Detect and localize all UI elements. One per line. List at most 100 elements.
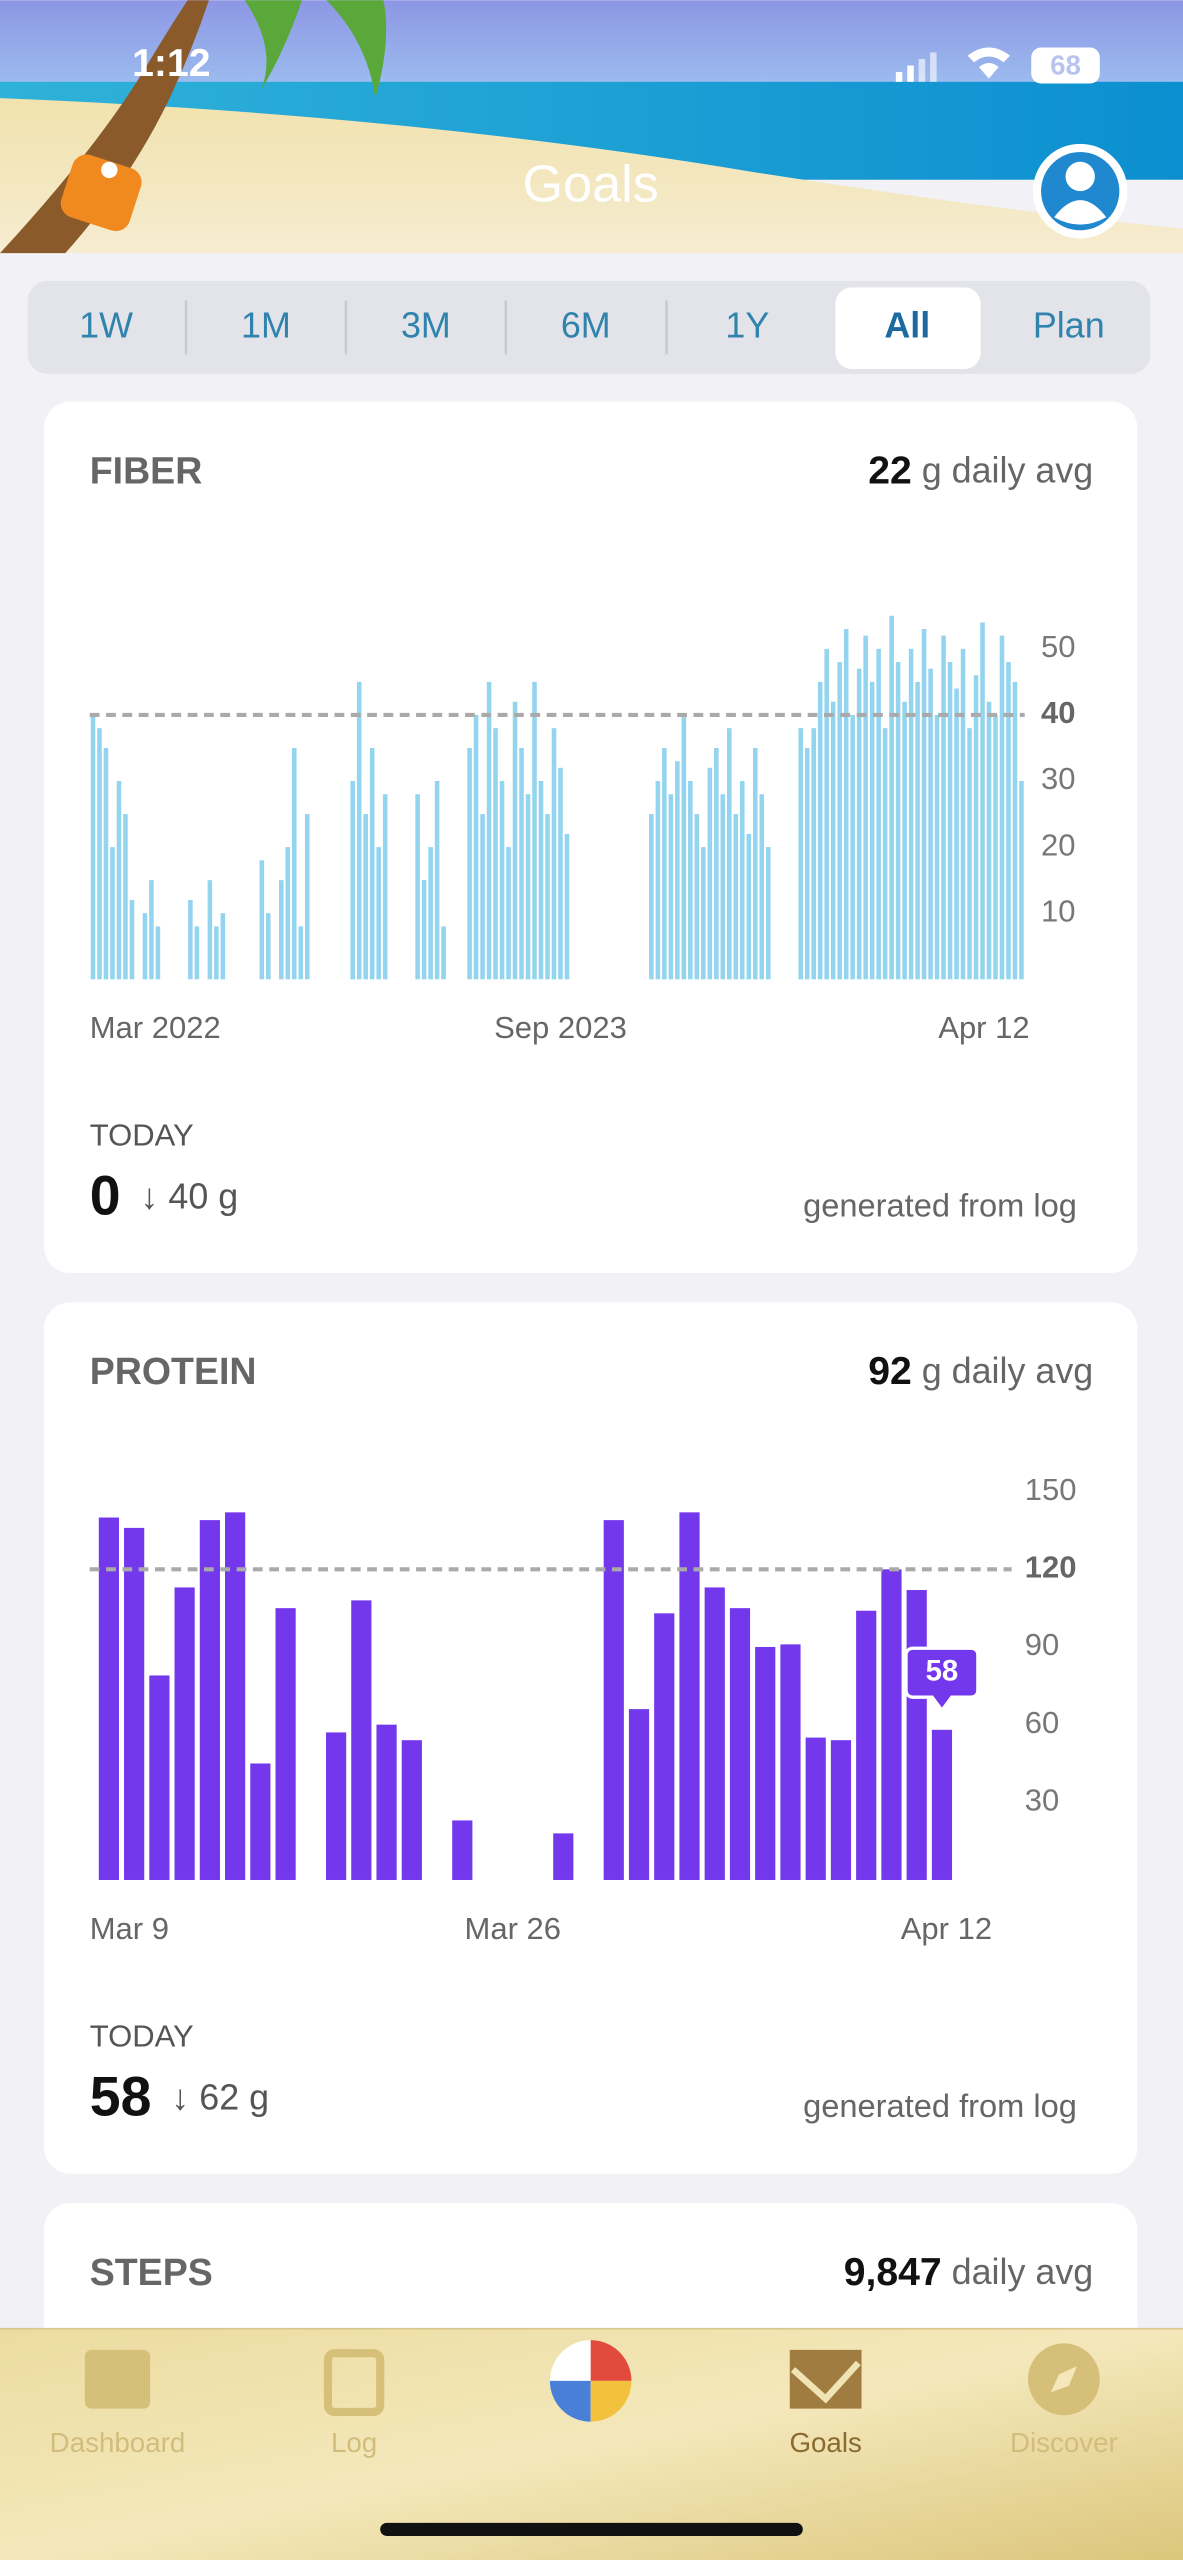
bar xyxy=(452,1820,473,1880)
bar xyxy=(473,714,479,980)
y-tick-label: 30 xyxy=(1041,761,1075,796)
battery-level: 68 xyxy=(1050,49,1081,80)
bar xyxy=(811,728,816,980)
today-label: TODAY xyxy=(90,2018,194,2053)
scale-icon xyxy=(60,154,142,232)
bar xyxy=(649,814,654,980)
bar xyxy=(654,1613,675,1880)
daily-average: 22 g daily avg xyxy=(868,450,1093,493)
bar xyxy=(947,662,953,980)
card-title: STEPS xyxy=(90,2251,213,2293)
bar xyxy=(850,714,855,980)
tab[interactable]: Plan xyxy=(1033,306,1105,346)
average-unit: g daily avg xyxy=(922,451,1094,491)
tab[interactable]: 6M xyxy=(561,306,611,346)
status-time: 1:12 xyxy=(132,42,210,85)
bar xyxy=(250,1763,271,1880)
bar xyxy=(421,880,427,980)
bar xyxy=(155,926,161,980)
bar xyxy=(967,728,972,980)
bar xyxy=(356,681,362,980)
bar xyxy=(701,847,706,980)
bar xyxy=(376,1724,397,1880)
bar xyxy=(679,1512,700,1880)
average-value: 9,847 xyxy=(844,2251,942,2294)
tab-selected-bg xyxy=(835,287,981,370)
bar xyxy=(863,635,868,980)
nav-label[interactable]: Discover xyxy=(1010,2427,1118,2458)
nav-label[interactable]: Goals xyxy=(789,2427,861,2458)
bar xyxy=(363,814,368,980)
x-tick-label: Mar 2022 xyxy=(90,1010,221,1045)
signal xyxy=(930,52,937,82)
bar xyxy=(558,767,563,980)
bar xyxy=(538,781,544,980)
today-delta: ↓ 62 g xyxy=(171,2078,269,2118)
tab[interactable]: All xyxy=(884,306,930,346)
callout-label: 58 xyxy=(926,1654,959,1687)
bar xyxy=(837,662,842,980)
nav-label[interactable]: Dashboard xyxy=(50,2427,186,2458)
bar xyxy=(824,648,829,980)
bar xyxy=(908,648,914,980)
bar xyxy=(628,1709,650,1880)
y-tick-label: 20 xyxy=(1041,827,1075,862)
bar xyxy=(304,814,310,980)
y-tick-label: 50 xyxy=(1041,629,1075,664)
bar xyxy=(551,728,557,980)
bar xyxy=(928,668,933,980)
x-tick-label: Mar 26 xyxy=(465,1911,561,1946)
signal xyxy=(895,72,903,82)
bar xyxy=(382,794,388,980)
tab[interactable]: 3M xyxy=(401,306,451,346)
tab[interactable]: 1M xyxy=(241,306,291,346)
bar xyxy=(188,899,193,980)
tab[interactable]: 1Y xyxy=(725,306,769,346)
bar xyxy=(441,926,446,980)
average-unit: daily avg xyxy=(952,2252,1094,2292)
bar xyxy=(881,1569,902,1880)
nav-label[interactable]: Log xyxy=(331,2427,377,2458)
bar xyxy=(755,1646,776,1880)
tab[interactable]: 1W xyxy=(79,306,133,346)
bar xyxy=(869,681,875,980)
card xyxy=(44,1302,1138,2174)
ball-segment xyxy=(590,2340,632,2381)
bar xyxy=(817,681,823,980)
today-label: TODAY xyxy=(90,1118,194,1153)
avatar-body xyxy=(1054,200,1107,225)
x-tick-label: Apr 12 xyxy=(901,1911,992,1946)
ball-segment xyxy=(590,2380,632,2422)
bar xyxy=(931,1729,953,1880)
compass-needle xyxy=(1050,2366,1077,2393)
bar xyxy=(902,701,907,980)
bar xyxy=(220,913,226,980)
bar xyxy=(921,629,927,980)
bar xyxy=(259,860,265,980)
bar xyxy=(805,1737,826,1880)
bar xyxy=(266,913,271,980)
bar xyxy=(752,747,758,980)
bar xyxy=(714,747,719,980)
y-tick-label: 90 xyxy=(1025,1627,1059,1662)
bar xyxy=(1012,681,1018,980)
log-icon[interactable] xyxy=(323,2349,385,2417)
dashboard-icon[interactable] xyxy=(84,2349,151,2409)
sand xyxy=(0,98,1183,254)
goals-icon[interactable] xyxy=(789,2349,862,2409)
bar xyxy=(675,761,680,980)
bar xyxy=(973,675,979,980)
callout-bubble xyxy=(904,1646,980,1713)
bar xyxy=(1006,662,1011,980)
bar xyxy=(123,814,128,980)
bar xyxy=(843,629,849,980)
bar xyxy=(428,847,433,980)
bar xyxy=(798,728,803,980)
bar xyxy=(350,781,355,980)
card xyxy=(44,401,1138,1273)
bar xyxy=(694,814,700,980)
page-title: Goals xyxy=(522,156,658,214)
bar xyxy=(856,668,862,980)
bar xyxy=(954,688,959,980)
